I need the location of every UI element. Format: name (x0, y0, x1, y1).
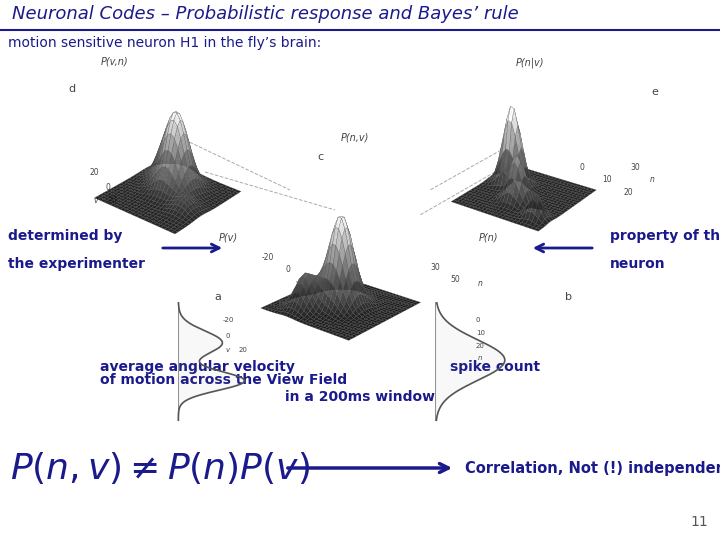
Text: 0: 0 (476, 317, 480, 323)
Text: 20: 20 (623, 188, 633, 197)
Text: Correlation, Not (!) independent: Correlation, Not (!) independent (465, 461, 720, 476)
Text: 0: 0 (580, 163, 585, 172)
Text: 20: 20 (108, 196, 117, 205)
Text: P(v): P(v) (218, 232, 238, 242)
Text: -20: -20 (262, 253, 274, 262)
Text: 0: 0 (285, 265, 290, 274)
Text: 10: 10 (602, 175, 611, 184)
Text: n: n (478, 279, 483, 288)
Text: determined by: determined by (8, 229, 122, 243)
Text: property of the: property of the (610, 229, 720, 243)
Text: P(n|v): P(n|v) (516, 57, 544, 68)
Text: 0: 0 (105, 183, 110, 192)
Text: $P(n,v)\neq P(n)P(v)$: $P(n,v)\neq P(n)P(v)$ (10, 450, 310, 486)
Text: average angular velocity: average angular velocity (100, 360, 295, 374)
Text: the experimenter: the experimenter (8, 257, 145, 271)
Text: a: a (214, 292, 221, 302)
Text: in a 200ms window: in a 200ms window (285, 390, 435, 404)
Text: n: n (478, 355, 482, 361)
Text: neuron: neuron (610, 257, 665, 271)
Text: n: n (650, 175, 655, 184)
Text: c: c (317, 152, 323, 162)
Text: -20: -20 (222, 317, 234, 323)
Text: e: e (652, 87, 658, 97)
Text: of motion across the View Field: of motion across the View Field (100, 373, 347, 387)
Text: d: d (68, 84, 76, 94)
Text: motion sensitive neuron H1 in the fly’s brain:: motion sensitive neuron H1 in the fly’s … (8, 36, 321, 50)
Text: P(n,v): P(n,v) (341, 132, 369, 142)
Text: 11: 11 (690, 515, 708, 529)
Text: 50: 50 (450, 275, 460, 284)
Text: spike count: spike count (450, 360, 540, 374)
Text: 20: 20 (90, 168, 99, 177)
Text: 20: 20 (238, 347, 248, 353)
Text: v: v (93, 196, 97, 205)
Text: P(v,n): P(v,n) (102, 57, 129, 67)
Text: P(n): P(n) (478, 232, 498, 242)
Text: v: v (295, 279, 300, 288)
Text: 20: 20 (476, 343, 485, 349)
Text: b: b (565, 292, 572, 302)
Text: 30: 30 (630, 163, 640, 172)
Text: Neuronal Codes – Probabilistic response and Bayes’ rule: Neuronal Codes – Probabilistic response … (12, 5, 518, 23)
Text: 30: 30 (430, 263, 440, 272)
Text: v: v (226, 347, 230, 353)
Text: 0: 0 (226, 333, 230, 339)
Text: 20: 20 (310, 279, 320, 288)
Text: 10: 10 (476, 330, 485, 336)
